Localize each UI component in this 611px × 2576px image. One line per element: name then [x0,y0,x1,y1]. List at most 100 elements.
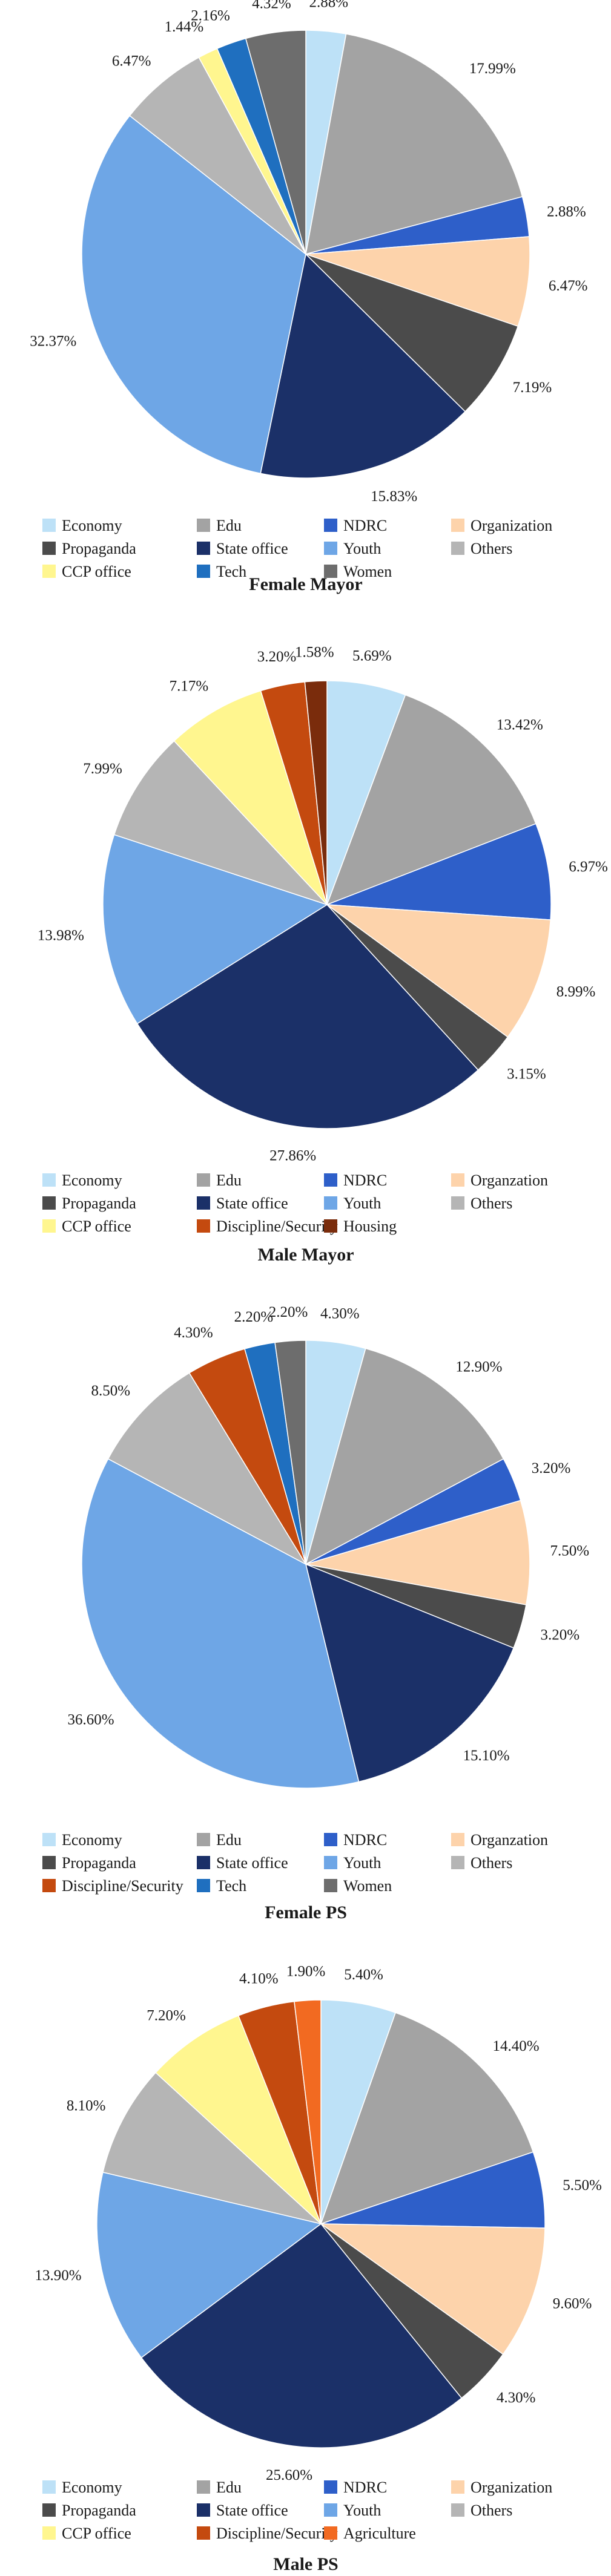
legend-swatch [42,542,56,555]
female-mayor-slice-youth [81,115,306,474]
male-mayor-slice-youth [102,834,328,1024]
female-mayor-legend-item-women: Women [324,563,392,580]
female-ps-data-label: 15.10% [463,1748,510,1764]
male-ps-data-label: 5.40% [344,1967,383,1983]
male-mayor-data-label: 7.17% [170,678,209,694]
male-mayor-data-label: 5.69% [352,648,392,664]
legend-swatch [324,565,337,578]
legend-label: Women [343,563,392,580]
male-ps-data-label: 9.60% [553,2296,592,2312]
female-ps-chart: 4.30% 12.90% 3.20% 7.50% 3.20% 15.10% 36.60% 8.… [42,1304,589,1922]
legend-label: Propaganda [62,1195,136,1212]
female-mayor-data-label: 7.19% [513,379,552,396]
legend-label: Others [471,1195,512,1212]
female-mayor-legend-item-ndrc: NDRC [324,517,387,534]
male-mayor-data-label: 6.97% [569,859,608,875]
male-ps-data-label: 25.60% [266,2467,312,2483]
male-mayor-legend-item-organzation: Organzation [451,1172,548,1189]
female-ps-legend-item-edu: Edu [197,1831,242,1849]
female-mayor-slice-propaganda [305,254,519,413]
male-mayor-slice-organzation [325,904,551,1038]
male-ps-legend-item-others: Others [451,2502,512,2519]
male-mayor-legend-item-discipline-security: Discipline/Security [197,1218,338,1235]
legend-label: Women [343,1877,392,1895]
male-ps-slice-organization [319,2223,546,2355]
legend-label: State office [216,540,288,557]
legend-swatch [324,2480,337,2494]
legend-label: CCP office [62,2525,131,2542]
legend-swatch [197,1173,210,1187]
female-ps-data-label: 4.30% [174,1325,213,1341]
male-mayor-chart: 5.69% 13.42% 6.97% 8.99% 3.15% 27.86% 13.98% 7.… [38,644,608,1265]
female-ps-slice-youth [81,1458,360,1789]
legend-label: Organzation [471,1831,548,1849]
female-ps-data-label: 8.50% [91,1383,131,1399]
female-ps-slice-women [274,1340,306,1565]
legend-swatch [324,542,337,555]
legend-label: Economy [62,2479,122,2496]
female-ps-slice-state-office [305,1563,515,1783]
female-mayor-data-label: 1.44% [165,19,204,35]
legend-swatch [451,1196,464,1210]
female-ps-legend-item-organzation: Organzation [451,1831,548,1849]
male-ps-slice-ccp-office [155,2015,322,2224]
legend-swatch [42,519,56,532]
female-mayor-chart: 2.88% 17.99% 2.88% 6.47% 7.19% 15.83% 32.37% 6.… [30,0,587,594]
legend-swatch [451,2503,464,2517]
female-ps-title: Female PS [265,1903,347,1922]
legend-label: Edu [216,1831,242,1849]
male-ps-legend-item-ndrc: NDRC [324,2479,387,2496]
legend-swatch [197,1196,210,1210]
legend-swatch [197,1219,210,1233]
legend-label: Tech [216,1877,246,1895]
female-ps-data-label: 3.20% [541,1627,580,1644]
female-mayor-slice-women [245,30,306,255]
legend-swatch [324,1219,337,1233]
male-mayor-slice-economy [326,680,406,905]
legend-label: Others [471,2502,512,2519]
female-mayor-legend-item-economy: Economy [42,517,122,534]
legend-label: NDRC [343,517,387,534]
legend-label: Youth [343,540,381,557]
female-ps-legend-item-tech: Tech [197,1877,246,1895]
male-mayor-legend-item-propaganda: Propaganda [42,1195,136,1212]
male-mayor-legend-item-others: Others [451,1195,512,1212]
legend-label: NDRC [343,1831,387,1849]
female-ps-data-label: 4.30% [320,1306,360,1322]
female-ps-legend-item-youth: Youth [324,1854,381,1872]
legend-label: Youth [343,2502,381,2519]
female-ps-legend-item-state-office: State office [197,1854,288,1872]
female-mayor-legend-item-edu: Edu [197,517,242,534]
legend-label: State office [216,1854,288,1872]
legend-label: Propaganda [62,2502,136,2519]
female-ps-data-label: 36.60% [68,1711,114,1728]
female-mayor-data-label: 32.37% [30,333,76,350]
female-mayor-legend-item-state-office: State office [197,540,288,557]
legend-label: Discipline/Security [216,2525,338,2542]
male-mayor-data-label: 3.20% [257,649,297,665]
legend-label: Organization [471,2479,552,2496]
female-mayor-legend-item-others: Others [451,540,512,557]
male-ps-legend-item-economy: Economy [42,2479,122,2496]
legend-swatch [451,1856,464,1869]
legend-swatch [451,519,464,532]
legend-swatch [42,2526,56,2540]
legend-swatch [42,1196,56,1210]
male-ps-title: Male PS [273,2554,338,2574]
female-ps-slice-organzation [305,1499,530,1605]
male-mayor-legend-item-housing: Housing [324,1218,397,1235]
male-mayor-legend-item-ccp-office: CCP office [42,1218,131,1235]
legend-swatch [324,1856,337,1869]
legend-swatch [324,519,337,532]
legend-label: NDRC [343,2479,387,2496]
legend-swatch [324,1879,337,1892]
legend-label: Edu [216,2479,242,2496]
legend-swatch [324,2503,337,2517]
female-ps-data-label: 12.90% [455,1359,502,1375]
female-mayor-legend-item-tech: Tech [197,563,246,580]
male-ps-data-label: 4.30% [497,2390,536,2406]
male-ps-legend-item-organization: Organization [451,2479,552,2496]
female-ps-legend-item-ndrc: NDRC [324,1831,387,1849]
legend-label: Others [471,1854,512,1872]
male-ps-legend-item-discipline-security: Discipline/Security [197,2525,338,2542]
